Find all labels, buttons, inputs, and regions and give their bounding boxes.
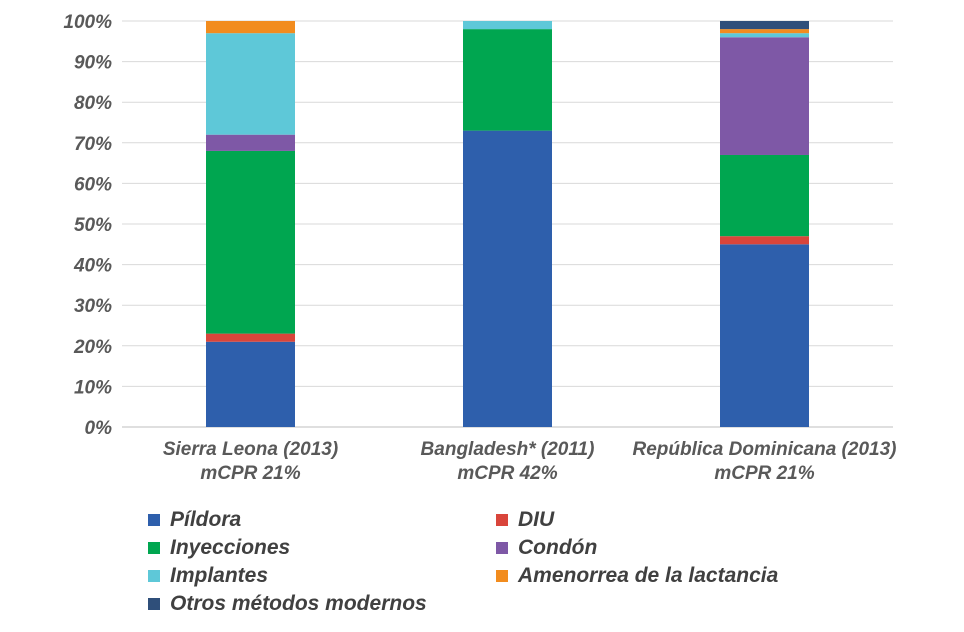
legend-label: DIU — [518, 508, 555, 531]
legend-item: Píldora — [148, 506, 241, 534]
bar-segment — [720, 29, 809, 34]
bar-segment — [463, 130, 552, 427]
legend-item: DIU — [496, 506, 554, 534]
legend-swatch — [148, 514, 160, 526]
legend-label: Implantes — [170, 564, 269, 587]
legend-item: Inyecciones — [148, 534, 290, 562]
legend-item: Implantes — [148, 562, 268, 590]
legend-swatch — [496, 514, 508, 526]
x-category-label: Sierra Leona (2013) — [163, 439, 338, 460]
x-category-label: mCPR 21% — [714, 463, 814, 484]
bar-segment — [463, 21, 552, 30]
x-category-label: Bangladesh* (2011) — [421, 439, 595, 460]
legend-label: Píldora — [170, 508, 242, 531]
x-category-label: mCPR 21% — [200, 463, 300, 484]
legend-label: Amenorrea de la lactancia — [518, 564, 779, 587]
bar-segment — [720, 21, 809, 30]
legend-label: Inyecciones — [170, 536, 291, 559]
legend-label: Condón — [518, 536, 598, 559]
bar-segment — [206, 333, 295, 342]
bar-segment — [206, 150, 295, 334]
bar-segment — [720, 37, 809, 155]
legend-swatch — [496, 542, 508, 554]
y-tick-label: 80% — [74, 93, 112, 114]
y-tick-label: 20% — [73, 337, 112, 358]
legend-item: Amenorrea de la lactancia — [496, 562, 778, 590]
legend-swatch — [148, 570, 160, 582]
y-tick-label: 40% — [73, 256, 112, 277]
legend-swatch — [148, 542, 160, 554]
bar-segment — [463, 29, 552, 131]
y-tick-label: 70% — [74, 134, 112, 155]
y-tick-label: 10% — [74, 377, 112, 398]
bar-segment — [720, 236, 809, 245]
x-category-label: mCPR 42% — [457, 463, 557, 484]
bars — [206, 21, 809, 427]
legend-item: Condón — [496, 534, 597, 562]
legend-swatch — [148, 598, 160, 610]
bar-segment — [720, 154, 809, 237]
legend-label: Otros métodos modernos — [170, 592, 427, 615]
bar-segment — [720, 244, 809, 427]
y-axis-ticks: 0% 10% 20% 30% 40% 50% 60% 70% 80% 90% 100% — [63, 12, 112, 439]
y-tick-label: 60% — [74, 174, 112, 195]
bar-segment — [206, 21, 295, 34]
y-tick-label: 90% — [74, 53, 112, 74]
x-category-label: República Dominicana (2013) — [633, 439, 897, 460]
legend-swatch — [496, 570, 508, 582]
y-tick-label: 0% — [85, 418, 113, 439]
y-tick-label: 50% — [74, 215, 112, 236]
bar-segment — [206, 33, 295, 135]
bar-segment — [206, 341, 295, 427]
bar-segment — [206, 134, 295, 151]
bar-segment — [720, 33, 809, 38]
legend-item: Otros métodos modernos — [148, 590, 427, 618]
y-tick-label: 100% — [63, 12, 112, 33]
x-axis-labels: Sierra Leona (2013) mCPR 21% Bangladesh* (… — [163, 439, 897, 484]
y-tick-label: 30% — [74, 296, 112, 317]
